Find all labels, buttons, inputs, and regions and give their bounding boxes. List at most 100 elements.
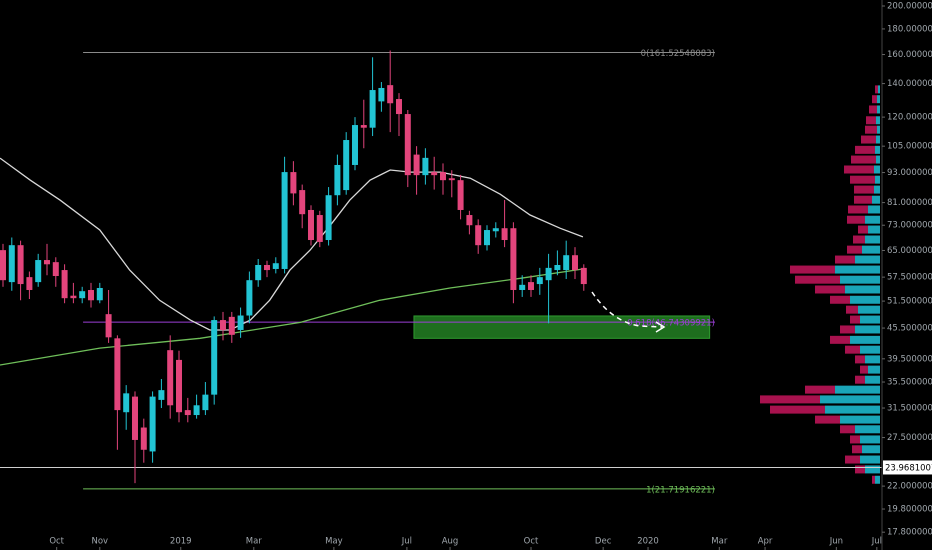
profile-up	[877, 125, 880, 134]
candle-body	[8, 245, 15, 283]
profile-down	[854, 195, 872, 204]
profile-down	[815, 285, 845, 294]
profile-down	[835, 255, 855, 264]
profile-down	[846, 305, 858, 314]
profile-down	[869, 105, 877, 114]
profile-down	[845, 455, 860, 464]
candle-body	[140, 427, 147, 450]
profile-up	[835, 385, 880, 394]
profile-up	[865, 215, 880, 224]
profile-up	[862, 445, 880, 454]
price-line-box	[883, 460, 932, 475]
candle-body	[272, 263, 279, 269]
profile-up	[868, 225, 880, 234]
y-tick-label: 27.50000000	[887, 433, 932, 443]
profile-down	[845, 345, 860, 354]
profile-up	[865, 465, 880, 474]
x-tick-label: 2020	[637, 537, 659, 547]
candle-body	[26, 277, 33, 290]
y-tick-label: 120.00000000	[887, 113, 932, 123]
x-tick-label: Oct	[524, 537, 539, 547]
x-tick-label: Nov	[91, 537, 108, 547]
candle-body	[510, 228, 517, 290]
profile-up	[875, 475, 880, 484]
candle-body	[536, 277, 543, 285]
volume-profile	[760, 85, 880, 484]
candle-body	[105, 314, 112, 338]
profile-down	[840, 325, 855, 334]
profile-down	[865, 125, 877, 134]
candle-body	[211, 320, 218, 395]
candle-body	[0, 250, 6, 281]
x-tick-label: Oct	[49, 537, 64, 547]
y-tick-label: 93.00000000	[887, 168, 932, 178]
profile-up	[868, 205, 880, 214]
candle-body	[431, 172, 438, 176]
profile-up	[820, 395, 880, 404]
candle-body	[527, 282, 534, 290]
y-tick-label: 180.00000000	[887, 24, 932, 34]
candle-body	[422, 157, 429, 176]
candle-body	[70, 295, 77, 299]
candle-body	[281, 172, 288, 269]
y-tick-label: 45.50000000	[887, 324, 932, 334]
profile-up	[840, 415, 880, 424]
candle-body	[545, 267, 552, 281]
candle-body	[395, 99, 402, 115]
plot: 0(161.52548083) 0.618(46.74309921) 1(21.71…	[0, 49, 882, 495]
y-tick-label: 65.00000000	[887, 246, 932, 256]
candle-body	[52, 262, 59, 277]
profile-down	[795, 275, 840, 284]
profile-down	[861, 135, 876, 144]
profile-up	[835, 265, 880, 274]
candle-body	[193, 405, 200, 416]
x-tick-label: Jul	[401, 537, 412, 547]
profile-down	[855, 145, 875, 154]
y-tick-label: 200.00000000	[887, 2, 932, 12]
profile-up	[860, 455, 880, 464]
candle-body	[325, 195, 332, 241]
profile-down	[855, 465, 865, 474]
candle-body	[439, 172, 446, 181]
profile-up	[860, 435, 880, 444]
candle-body	[167, 350, 174, 406]
candle-body	[466, 215, 473, 226]
y-tick-label: 35.50000000	[887, 378, 932, 388]
profile-down	[847, 245, 862, 254]
y-tick-label: 39.50000000	[887, 354, 932, 364]
y-tick-label: 51.50000000	[887, 297, 932, 307]
y-tick-label: 160.00000000	[887, 50, 932, 60]
candle-body	[158, 390, 165, 400]
fib-label: 0.618(46.74309921)	[627, 319, 715, 329]
candle-body	[79, 291, 86, 299]
profile-down	[850, 435, 860, 444]
y-tick-label: 19.80000000	[887, 505, 932, 515]
arrow-head	[655, 321, 666, 333]
candle-body	[96, 287, 103, 301]
x-tick-label: Mar	[246, 537, 263, 547]
candle-body	[299, 190, 306, 215]
profile-up	[878, 85, 880, 94]
profile-down	[860, 365, 868, 374]
candle-body	[307, 209, 314, 241]
candle-body	[492, 228, 499, 232]
candle-body	[123, 393, 130, 413]
candle-body	[255, 264, 262, 281]
x-tick-label: Mar	[711, 537, 728, 547]
profile-down	[875, 85, 878, 94]
candle-body	[219, 320, 226, 330]
y-tick-label: 140.00000000	[887, 79, 932, 89]
x-tick-label: Jun	[829, 537, 843, 547]
profile-up	[855, 425, 880, 434]
y-tick-label: 22.00000000	[887, 482, 932, 492]
price-line-label: 23.96810078	[885, 463, 932, 473]
candle-body	[228, 316, 235, 335]
profile-down	[852, 445, 862, 454]
profile-down	[760, 395, 820, 404]
profile-down	[851, 155, 876, 164]
profile-down	[872, 475, 875, 484]
profile-down	[850, 175, 875, 184]
profile-down	[770, 405, 825, 414]
candle-body	[475, 225, 482, 246]
